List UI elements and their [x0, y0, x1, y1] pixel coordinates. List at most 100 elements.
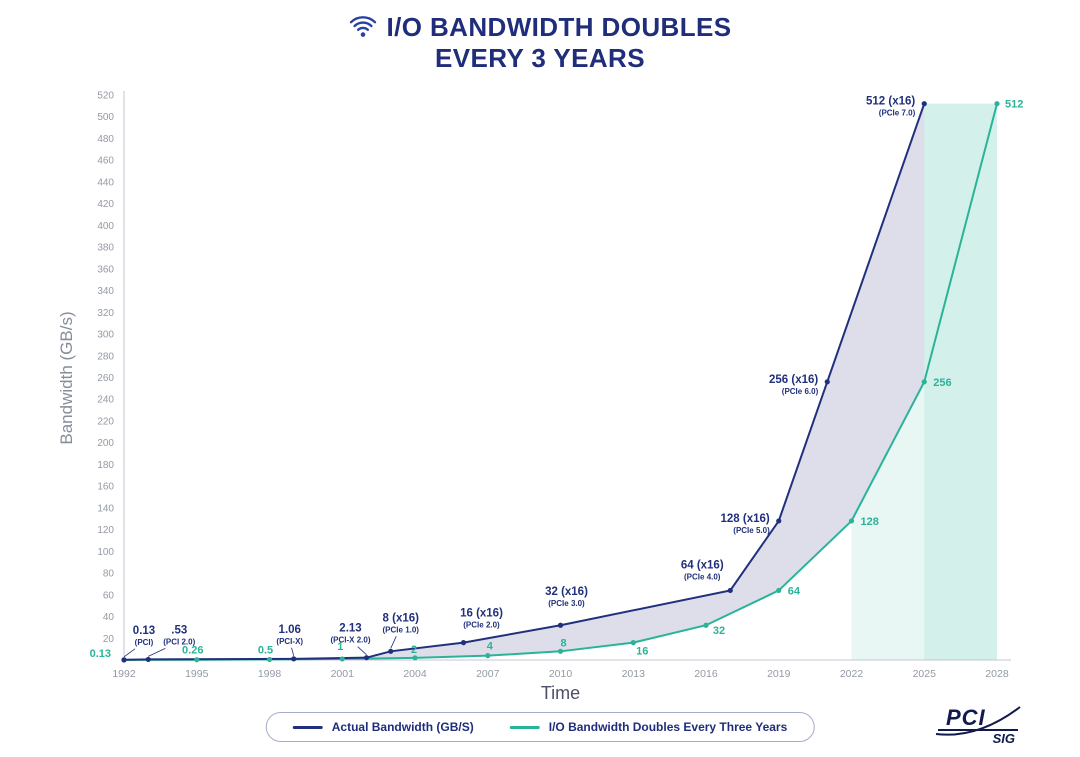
y-tick-label: 320	[97, 308, 114, 319]
x-tick-label: 2007	[476, 668, 500, 680]
bandwidth-chart: 20 40 60 80 100 120 140 160 180 200 220 240 260 280 30…	[57, 91, 1023, 704]
projection-area-fill	[924, 103, 997, 660]
actual-data-point	[776, 518, 782, 524]
actual-data-point	[363, 655, 370, 661]
x-tick-label: 2004	[403, 668, 427, 680]
y-tick-label: 40	[103, 612, 115, 623]
x-tick-label: 2025	[913, 668, 937, 680]
actual-point-label: 256 (x16)	[769, 374, 818, 386]
doubling-data-point	[339, 656, 345, 662]
doubling-data-point	[703, 622, 709, 628]
doubling-point-label: 512	[1005, 99, 1023, 111]
y-tick-label: 60	[103, 590, 115, 601]
y-tick-label: 420	[97, 199, 114, 210]
label-leader-line	[148, 648, 166, 657]
doubling-point-label: 16	[636, 646, 648, 658]
y-tick-label: 140	[97, 503, 114, 514]
y-tick-label: 100	[97, 547, 114, 558]
actual-point-label: 128 (x16)	[721, 513, 770, 525]
doubling-data-point	[485, 653, 491, 659]
actual-point-label: 16 (x16)	[460, 608, 503, 620]
actual-point-label: 8 (x16)	[383, 612, 420, 624]
doubling-point-label: 1	[337, 641, 343, 653]
legend-label-doubling: I/O Bandwidth Doubles Every Three Years	[548, 720, 788, 734]
y-tick-label: 500	[97, 112, 114, 123]
actual-point-label: 512 (x16)	[866, 96, 915, 108]
doubling-point-label: 0.26	[182, 645, 203, 657]
doubling-point-label: 8	[560, 637, 566, 649]
title-line1: I/O BANDWIDTH DOUBLES	[386, 12, 732, 42]
y-tick-label: 340	[97, 286, 114, 297]
legend-item-doubling: I/O Bandwidth Doubles Every Three Years	[509, 720, 788, 734]
actual-point-sublabel: (PCI 2.0)	[163, 637, 195, 646]
doubling-point-label: 32	[713, 625, 725, 637]
doubling-data-point	[921, 379, 927, 385]
y-tick-label: 20	[103, 634, 115, 645]
y-tick-label: 460	[97, 156, 114, 167]
doubling-data-point	[994, 101, 1000, 107]
x-tick-label: 2016	[694, 668, 718, 680]
pci-sig-logo: PCI SIG	[935, 705, 1021, 746]
doubling-data-point	[776, 587, 782, 594]
doubling-point-label: 4	[487, 641, 494, 653]
doubling-data-point	[194, 657, 200, 663]
y-tick-label: 180	[97, 460, 114, 471]
actual-point-sublabel: (PCIe 2.0)	[463, 621, 500, 630]
x-tick-label: 2013	[622, 668, 646, 680]
y-tick-label: 300	[97, 330, 114, 341]
y-tick-label: 440	[97, 177, 114, 188]
actual-data-point	[291, 656, 297, 662]
actual-point-sublabel: (PCIe 3.0)	[548, 599, 585, 608]
actual-bandwidth-line-swatch	[292, 725, 323, 729]
y-tick-label: 520	[97, 91, 114, 102]
actual-data-point	[388, 648, 394, 654]
y-tick-label: 400	[97, 221, 114, 232]
y-tick-label: 160	[97, 482, 114, 493]
doubling-point-label: 128	[861, 516, 879, 528]
x-tick-label: 2019	[767, 668, 791, 680]
y-tick-label: 280	[97, 351, 114, 362]
title-line2: EVERY 3 YEARS	[435, 43, 645, 73]
y-tick-label: 120	[97, 525, 114, 536]
actual-data-point	[727, 587, 733, 594]
legend-item-actual-bandwidth: Actual Bandwidth (GB/S)	[292, 720, 474, 734]
wifi-icon	[349, 15, 377, 40]
actual-point-label: .53	[171, 624, 187, 636]
actual-point-sublabel: (PCIe 6.0)	[782, 387, 819, 396]
actual-data-point	[557, 622, 564, 628]
doubling-point-label: 0.13	[90, 648, 111, 660]
actual-data-point	[921, 101, 927, 107]
actual-point-label: 2.13	[339, 623, 361, 635]
y-tick-label: 380	[97, 243, 114, 254]
actual-point-label: 1.06	[279, 624, 301, 636]
x-tick-label: 2028	[985, 668, 1009, 680]
x-tick-label: 1995	[185, 668, 209, 680]
x-axis-title: Time	[541, 683, 580, 703]
actual-point-sublabel: (PCIe 5.0)	[733, 526, 770, 535]
doubling-data-point	[630, 640, 636, 646]
x-tick-label: 2010	[549, 668, 573, 680]
actual-data-point	[121, 657, 127, 663]
doubling-line-swatch	[509, 725, 540, 729]
y-axis-title: Bandwidth (GB/s)	[57, 311, 76, 444]
actual-data-point	[145, 656, 151, 663]
actual-data-point	[460, 640, 467, 646]
doubling-data-point	[557, 648, 564, 654]
chart-title: I/O BANDWIDTH DOUBLES EVERY 3 YEARS	[0, 12, 1080, 74]
logo-sig-text: SIG	[938, 729, 1018, 746]
actual-point-sublabel: (PCI-X)	[276, 637, 303, 646]
y-tick-label: 260	[97, 373, 114, 384]
doubling-point-label: 256	[933, 377, 951, 389]
label-leader-line	[357, 646, 367, 655]
logo-pci-text: PCI	[946, 705, 986, 730]
actual-point-sublabel: (PCI)	[135, 638, 154, 647]
actual-point-label: 32 (x16)	[545, 586, 588, 598]
projection-area-fill-light	[851, 381, 925, 660]
doubling-data-point	[412, 655, 418, 661]
label-leader-line	[123, 648, 136, 658]
y-tick-label: 220	[97, 416, 114, 427]
actual-point-sublabel: (PCIe 1.0)	[383, 625, 420, 634]
doubling-data-point	[266, 656, 273, 663]
y-tick-label: 480	[97, 134, 114, 145]
x-tick-label: 1992	[112, 668, 136, 680]
